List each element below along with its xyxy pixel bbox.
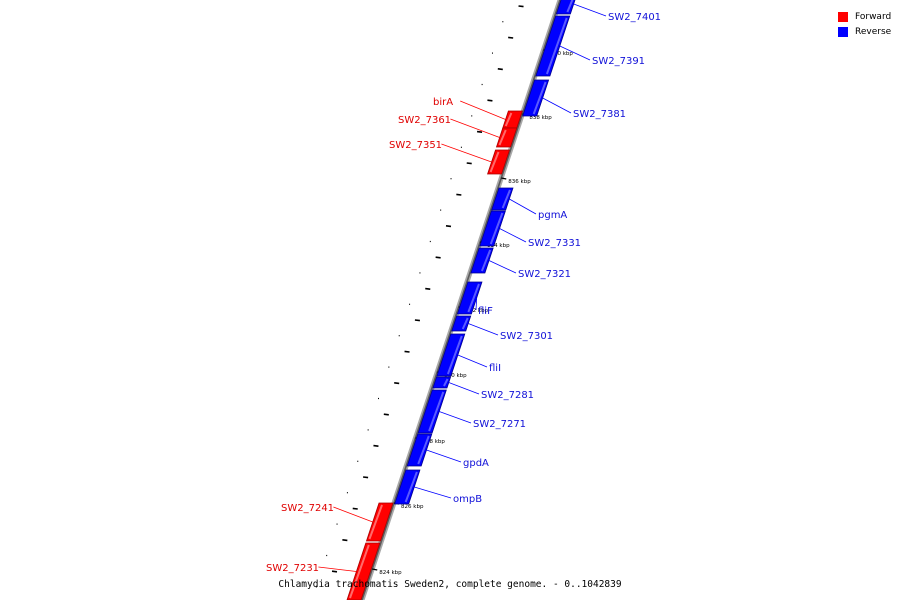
gene-label: SW2_7271	[473, 419, 526, 430]
gene-connector	[426, 449, 462, 463]
gene-connector	[460, 100, 506, 120]
tick-mark	[342, 539, 348, 542]
legend-forward: Forward	[838, 9, 891, 24]
gene-glyph-highlight	[404, 471, 418, 503]
tick-mark	[445, 225, 452, 228]
tick-marks	[315, 5, 524, 588]
gene-label: birA	[433, 97, 453, 108]
gene-glyph-highlight	[545, 17, 568, 75]
gene-glyph-highlight	[532, 81, 547, 115]
gene-glyph-highlight	[446, 335, 463, 375]
gene-glyph-highlight	[417, 435, 430, 465]
gene-label: SW2_7401	[608, 12, 661, 23]
gene-glyph-highlight	[428, 391, 445, 432]
gene-connector	[559, 45, 591, 61]
scale-label: 832 kbp	[466, 308, 489, 314]
gene-label: fliF	[478, 306, 493, 317]
tick-mark	[362, 476, 369, 479]
gene-glyph-highlight	[443, 378, 449, 387]
gene-glyph-highlight	[489, 151, 500, 173]
gene-glyph-highlight	[480, 249, 492, 272]
gene-connector	[448, 382, 480, 395]
scale-tick	[501, 177, 507, 180]
scale-label: 824 kbp	[379, 570, 402, 576]
gene-features	[346, 0, 576, 600]
gene-glyph-highlight	[489, 212, 504, 245]
gene-connector	[318, 566, 357, 572]
gene-label: SW2_7321	[518, 269, 571, 280]
scale-label: 834 kbp	[487, 243, 510, 249]
gene-label: gpdA	[463, 458, 489, 469]
gene-connector	[509, 198, 537, 215]
tick-mark	[352, 507, 358, 510]
gene-label: SW2_7331	[528, 238, 581, 249]
scale-label: 828 kbp	[422, 439, 445, 445]
gene-label: fliI	[489, 363, 501, 374]
gene-connector	[333, 506, 373, 523]
tick-mark	[383, 413, 389, 416]
gene-label: SW2_7391	[592, 56, 645, 67]
gene-connector	[450, 118, 500, 138]
gene-connector	[457, 354, 488, 368]
forward-swatch	[838, 11, 848, 22]
tick-mark	[373, 444, 379, 447]
legend: Forward Reverse	[838, 9, 891, 39]
gene-label: SW2_7241	[281, 503, 334, 514]
tick-mark	[487, 99, 493, 102]
gene-connector	[475, 297, 478, 311]
gene-label: SW2_7281	[481, 390, 534, 401]
legend-reverse: Reverse	[838, 24, 891, 39]
gene-glyph-highlight	[461, 317, 469, 330]
gene-connector	[573, 3, 607, 17]
reverse-swatch	[838, 26, 848, 37]
gene-glyph-highlight	[349, 544, 370, 599]
gene-connector	[441, 143, 492, 163]
tick-mark	[476, 130, 483, 133]
gene-label: SW2_7361	[398, 115, 451, 126]
gene-connector	[488, 260, 517, 274]
legend-reverse-label: Reverse	[855, 26, 892, 37]
scale-tick	[372, 568, 378, 571]
gene-glyph-highlight	[566, 0, 574, 13]
gene-glyph-highlight	[504, 112, 513, 127]
gene-glyph-highlight	[498, 129, 507, 146]
scale-label: 838 kbp	[529, 115, 552, 121]
gene-glyph-highlight	[467, 283, 480, 313]
gene-label: SW2_7351	[389, 140, 442, 151]
tick-mark	[466, 162, 472, 165]
legend-forward-label: Forward	[855, 11, 892, 22]
tick-mark	[497, 68, 503, 71]
gene-glyph-highlight	[501, 189, 511, 209]
gene-glyph-highlight	[368, 504, 383, 540]
gene-label: SW2_7301	[500, 331, 553, 342]
genome-caption: Chlamydia trachomatis Sweden2, complete …	[278, 579, 622, 590]
gene-labels: SW2_7401 SW2_7391 SW2_7381 birA SW2_7361 SW2_…	[266, 3, 661, 574]
tick-mark	[508, 36, 514, 39]
gene-connector	[499, 228, 527, 243]
scale-label: 826 kbp	[401, 504, 424, 510]
gene-connector	[542, 97, 572, 114]
tick-mark	[414, 319, 420, 322]
gene-label: SW2_7381	[573, 109, 626, 120]
gene-label: SW2_7231	[266, 563, 319, 574]
tick-mark	[456, 193, 462, 196]
scale-label: 840 kbp	[551, 51, 574, 57]
gene-connector	[414, 486, 452, 499]
tick-mark	[518, 5, 524, 8]
tick-mark	[394, 382, 400, 385]
tick-mark	[435, 256, 441, 259]
scale-label: 836 kbp	[508, 179, 531, 185]
gene-label: pgmA	[538, 210, 567, 221]
tick-mark	[425, 287, 431, 290]
gene-connector	[468, 323, 499, 336]
tick-mark	[331, 570, 338, 573]
genome-backbone	[359, 0, 563, 600]
tick-mark	[404, 350, 410, 353]
gene-label: ompB	[453, 494, 482, 505]
gene-connector	[439, 411, 472, 424]
scale-label: 830 kbp	[444, 373, 467, 379]
